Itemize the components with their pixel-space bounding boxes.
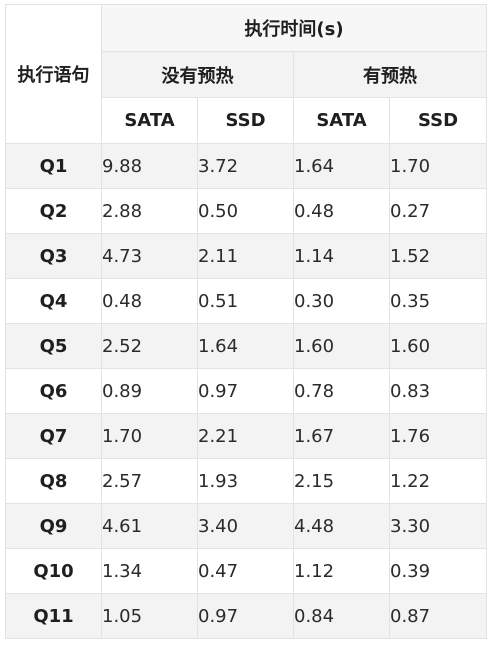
header-warmup-sata: SATA xyxy=(293,97,390,144)
warmup-sata-cell: 0.30 xyxy=(293,278,390,324)
no-warmup-sata-cell: 1.34 xyxy=(101,548,198,594)
no-warmup-ssd-cell: 3.72 xyxy=(197,143,294,189)
table-row: Q9 4.61 3.40 4.48 3.30 xyxy=(5,503,488,549)
warmup-ssd-cell: 0.83 xyxy=(388,368,488,414)
header-no-warmup-ssd: SSD xyxy=(197,97,294,144)
table-row: Q10 1.34 0.47 1.12 0.39 xyxy=(5,548,488,594)
query-label: Q7 xyxy=(5,413,102,459)
no-warmup-sata-cell: 2.57 xyxy=(101,458,198,504)
warmup-sata-cell: 2.15 xyxy=(293,458,390,504)
no-warmup-sata-cell: 9.88 xyxy=(101,143,198,189)
no-warmup-ssd-cell: 2.21 xyxy=(197,413,294,459)
no-warmup-ssd-cell: 3.40 xyxy=(197,503,294,549)
table-row: Q5 2.52 1.64 1.60 1.60 xyxy=(5,323,488,369)
no-warmup-sata-cell: 0.89 xyxy=(101,368,198,414)
warmup-ssd-cell: 0.27 xyxy=(388,188,488,234)
table-row: Q6 0.89 0.97 0.78 0.83 xyxy=(5,368,488,414)
no-warmup-sata-cell: 2.88 xyxy=(101,188,198,234)
query-label: Q4 xyxy=(5,278,102,324)
warmup-sata-cell: 1.64 xyxy=(293,143,390,189)
warmup-ssd-cell: 1.22 xyxy=(388,458,488,504)
warmup-sata-cell: 1.14 xyxy=(293,233,390,279)
warmup-ssd-cell: 0.39 xyxy=(388,548,488,594)
query-label: Q1 xyxy=(5,143,102,189)
no-warmup-ssd-cell: 0.47 xyxy=(197,548,294,594)
warmup-sata-cell: 0.78 xyxy=(293,368,390,414)
warmup-sata-cell: 1.67 xyxy=(293,413,390,459)
warmup-ssd-cell: 1.76 xyxy=(388,413,488,459)
header-no-warmup: 没有预热 xyxy=(101,51,294,98)
header-no-warmup-sata: SATA xyxy=(101,97,198,144)
warmup-ssd-cell: 1.60 xyxy=(388,323,488,369)
warmup-sata-cell: 0.48 xyxy=(293,188,390,234)
table-row: Q4 0.48 0.51 0.30 0.35 xyxy=(5,278,488,324)
execution-time-table: 执行语句 执行时间(s) 没有预热 有预热 SATA SSD SATA SSD … xyxy=(5,4,488,639)
no-warmup-ssd-cell: 1.93 xyxy=(197,458,294,504)
warmup-ssd-cell: 0.35 xyxy=(388,278,488,324)
query-label: Q2 xyxy=(5,188,102,234)
no-warmup-ssd-cell: 1.64 xyxy=(197,323,294,369)
no-warmup-ssd-cell: 0.97 xyxy=(197,593,294,639)
table-row: Q1 9.88 3.72 1.64 1.70 xyxy=(5,143,488,189)
query-label: Q3 xyxy=(5,233,102,279)
no-warmup-ssd-cell: 0.51 xyxy=(197,278,294,324)
no-warmup-ssd-cell: 0.50 xyxy=(197,188,294,234)
warmup-ssd-cell: 3.30 xyxy=(388,503,488,549)
warmup-ssd-cell: 1.70 xyxy=(388,143,488,189)
table-row: Q11 1.05 0.97 0.84 0.87 xyxy=(5,593,488,639)
no-warmup-ssd-cell: 0.97 xyxy=(197,368,294,414)
warmup-sata-cell: 4.48 xyxy=(293,503,390,549)
query-label: Q6 xyxy=(5,368,102,414)
query-label: Q9 xyxy=(5,503,102,549)
table-row: Q2 2.88 0.50 0.48 0.27 xyxy=(5,188,488,234)
warmup-sata-cell: 1.60 xyxy=(293,323,390,369)
no-warmup-sata-cell: 4.61 xyxy=(101,503,198,549)
query-label: Q11 xyxy=(5,593,102,639)
query-label: Q10 xyxy=(5,548,102,594)
header-execution-time: 执行时间(s) xyxy=(100,4,488,52)
warmup-sata-cell: 1.12 xyxy=(293,548,390,594)
no-warmup-sata-cell: 1.70 xyxy=(101,413,198,459)
table-row: Q8 2.57 1.93 2.15 1.22 xyxy=(5,458,488,504)
header-warmup-ssd: SSD xyxy=(388,97,488,144)
warmup-ssd-cell: 1.52 xyxy=(388,233,488,279)
no-warmup-ssd-cell: 2.11 xyxy=(197,233,294,279)
table-row: Q3 4.73 2.11 1.14 1.52 xyxy=(5,233,488,279)
no-warmup-sata-cell: 1.05 xyxy=(101,593,198,639)
warmup-ssd-cell: 0.87 xyxy=(388,593,488,639)
warmup-sata-cell: 0.84 xyxy=(293,593,390,639)
header-statement: 执行语句 xyxy=(5,4,102,144)
query-label: Q5 xyxy=(5,323,102,369)
no-warmup-sata-cell: 0.48 xyxy=(101,278,198,324)
no-warmup-sata-cell: 2.52 xyxy=(101,323,198,369)
header-warmup: 有预热 xyxy=(292,51,488,98)
table-row: Q7 1.70 2.21 1.67 1.76 xyxy=(5,413,488,459)
query-label: Q8 xyxy=(5,458,102,504)
no-warmup-sata-cell: 4.73 xyxy=(101,233,198,279)
